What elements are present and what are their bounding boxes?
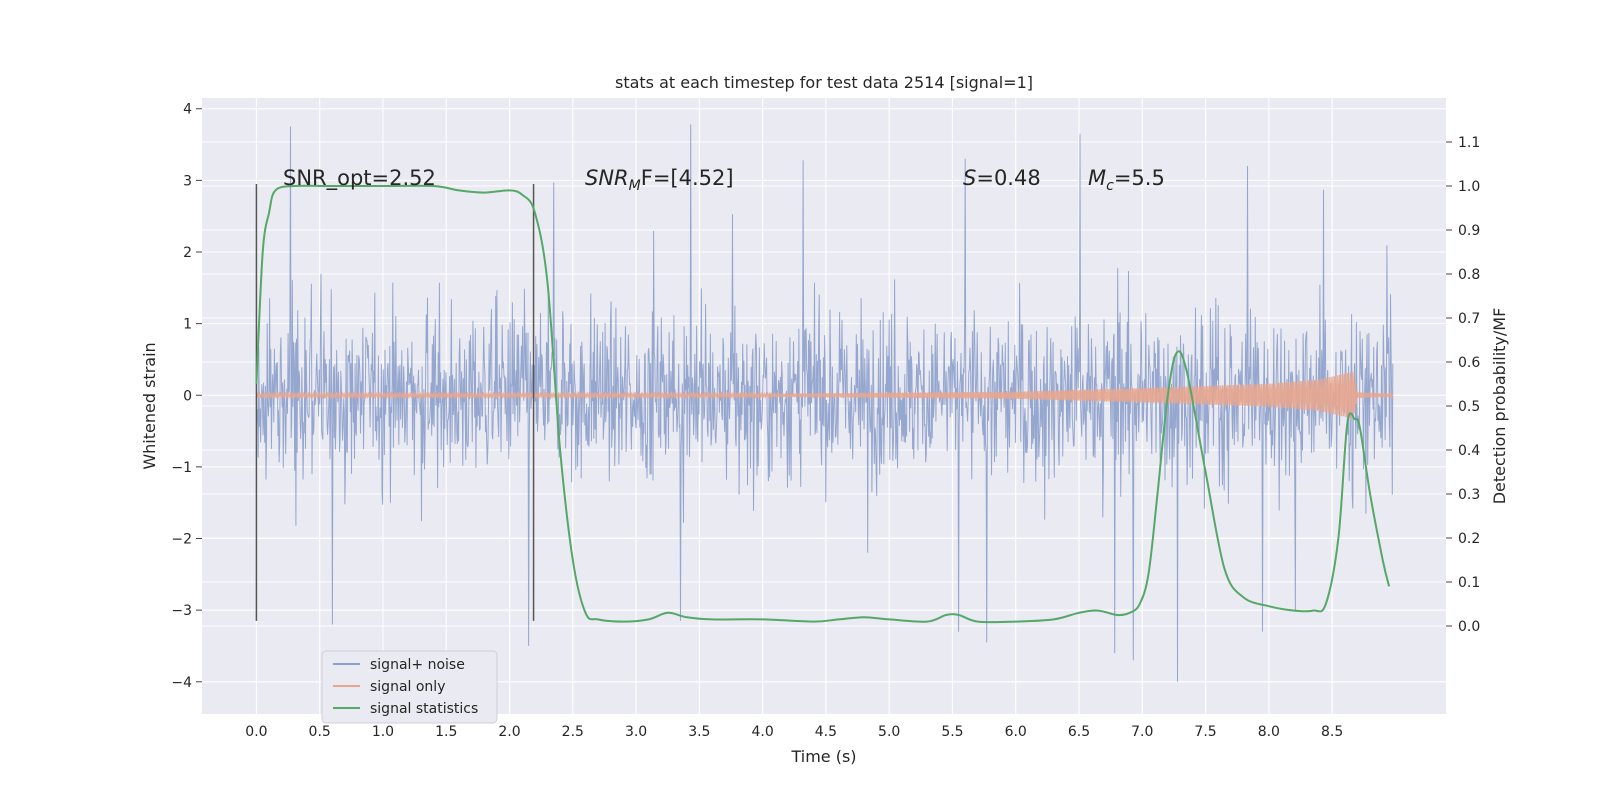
x-tick-label: 8.5 (1321, 724, 1343, 740)
y-axis-label-left: Whitened strain (140, 342, 159, 469)
marker-lines (255, 183, 535, 621)
y-tick-label-left: −3 (171, 603, 192, 619)
y-tick-label-right: 1.1 (1458, 135, 1480, 151)
annotation-mc-main: M (1088, 166, 1106, 190)
legend-label-signal-only: signal only (370, 679, 445, 695)
legend-label-signal-noise: signal+ noise (370, 657, 465, 673)
y-tick-label-right: 0.5 (1458, 399, 1480, 415)
y-tick-label-right: 0.1 (1458, 575, 1480, 591)
y-tick-label-right: 0.3 (1458, 487, 1480, 503)
signal-only-line (255, 371, 1394, 419)
y-tick-label-right: 0.2 (1458, 531, 1480, 547)
y-tick-label-right: 0.4 (1458, 443, 1480, 459)
x-axis-label: Time (s) (790, 747, 856, 766)
chart-title: stats at each timestep for test data 251… (615, 73, 1033, 92)
annotation-s-rest: =0.48 (976, 166, 1040, 190)
annotation-mc-sub: c (1106, 178, 1114, 194)
annotation-snr-mf: SNRMF=[4.52] (585, 166, 734, 194)
x-tick-label: 4.0 (751, 724, 773, 740)
y-tick-label-left: −2 (171, 532, 192, 548)
y-tick-label-left: 0 (183, 388, 192, 404)
x-tick-label: 1.0 (372, 724, 394, 740)
y-tick-label-right: 0.8 (1458, 267, 1480, 283)
annotation-mc: Mc=5.5 (1088, 166, 1165, 194)
y-tick-label-right: 0.0 (1458, 619, 1480, 635)
x-tick-label: 7.5 (1194, 724, 1216, 740)
x-tick-label: 4.5 (815, 724, 837, 740)
legend-label-signal-statistics: signal statistics (370, 701, 478, 717)
y-tick-label-left: −4 (171, 675, 192, 691)
x-tick-label: 6.0 (1005, 724, 1027, 740)
legend: signal+ noise signal only signal statist… (321, 650, 498, 724)
x-tick-label: 8.0 (1258, 724, 1280, 740)
x-tick-label: 0.0 (245, 724, 267, 740)
annotation-mc-rest: =5.5 (1114, 166, 1165, 190)
y-tick-label-right: 0.6 (1458, 355, 1480, 371)
y-tick-label-left: 4 (183, 102, 192, 118)
x-tick-label: 3.0 (625, 724, 647, 740)
signal-statistics-line (255, 184, 1391, 624)
y-tick-label-left: 3 (183, 173, 192, 189)
legend-box (321, 650, 498, 724)
y-tick-label-right: 0.7 (1458, 311, 1480, 327)
annotation-s: S=0.48 (963, 166, 1041, 190)
annotation-s-main: S (963, 166, 976, 190)
signal-only-series (255, 371, 1394, 419)
y-axis-label-right: Detection probability/MF (1490, 308, 1509, 505)
annotation-snr-mf-rest: F=[4.52] (641, 166, 734, 190)
y-tick-label-left: 1 (183, 317, 192, 333)
x-tick-label: 6.5 (1068, 724, 1090, 740)
x-tick-label: 7.0 (1131, 724, 1153, 740)
tick-labels: 0.0 0.5 1.0 1.5 2.0 2.5 3.0 3.5 4.0 4.5 5.0 5.5 6.0 6… (171, 102, 1480, 740)
x-tick-label: 5.5 (941, 724, 963, 740)
x-tick-label: 0.5 (309, 724, 331, 740)
x-tick-label: 1.5 (435, 724, 457, 740)
signal-statistics-series (255, 184, 1391, 624)
annotation-snr-mf-main: SNR (585, 166, 629, 190)
y-tick-label-right: 1.0 (1458, 179, 1480, 195)
annotation-snr-opt: SNR_opt=2.52 (283, 166, 436, 191)
y-tick-label-right: 0.9 (1458, 223, 1480, 239)
y-tick-label-left: 2 (183, 245, 192, 261)
x-tick-label: 3.5 (688, 724, 710, 740)
x-tick-label: 2.0 (498, 724, 520, 740)
x-tick-label: 2.5 (562, 724, 584, 740)
x-tick-label: 5.0 (878, 724, 900, 740)
y-tick-label-left: −1 (171, 460, 192, 476)
annotation-snr-mf-sub: M (629, 178, 641, 194)
